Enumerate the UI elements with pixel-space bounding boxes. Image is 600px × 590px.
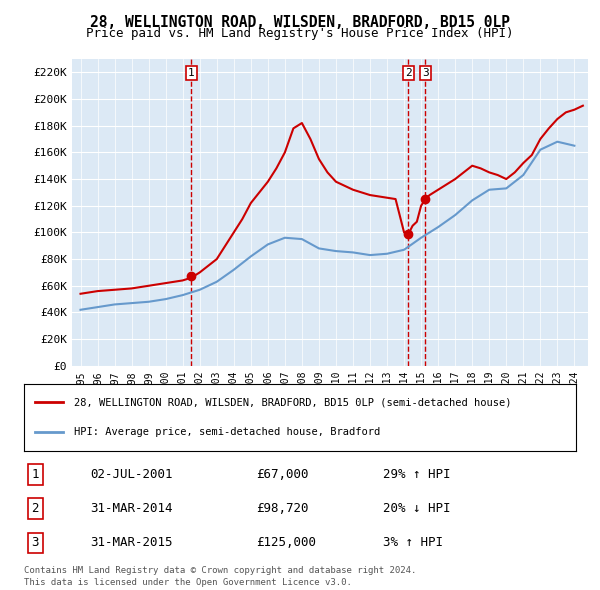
Text: £67,000: £67,000 bbox=[256, 468, 308, 481]
Text: 2: 2 bbox=[405, 68, 412, 78]
Text: 28, WELLINGTON ROAD, WILSDEN, BRADFORD, BD15 0LP (semi-detached house): 28, WELLINGTON ROAD, WILSDEN, BRADFORD, … bbox=[74, 398, 511, 408]
Text: 20% ↓ HPI: 20% ↓ HPI bbox=[383, 502, 450, 515]
Text: This data is licensed under the Open Government Licence v3.0.: This data is licensed under the Open Gov… bbox=[24, 578, 352, 587]
Text: 1: 1 bbox=[188, 68, 194, 78]
Text: 29% ↑ HPI: 29% ↑ HPI bbox=[383, 468, 450, 481]
Text: 28, WELLINGTON ROAD, WILSDEN, BRADFORD, BD15 0LP: 28, WELLINGTON ROAD, WILSDEN, BRADFORD, … bbox=[90, 15, 510, 30]
Text: 31-MAR-2015: 31-MAR-2015 bbox=[90, 536, 173, 549]
Text: £125,000: £125,000 bbox=[256, 536, 316, 549]
Text: Contains HM Land Registry data © Crown copyright and database right 2024.: Contains HM Land Registry data © Crown c… bbox=[24, 566, 416, 575]
Text: £98,720: £98,720 bbox=[256, 502, 308, 515]
Text: HPI: Average price, semi-detached house, Bradford: HPI: Average price, semi-detached house,… bbox=[74, 427, 380, 437]
Text: 31-MAR-2014: 31-MAR-2014 bbox=[90, 502, 173, 515]
Text: 3% ↑ HPI: 3% ↑ HPI bbox=[383, 536, 443, 549]
Text: 3: 3 bbox=[31, 536, 39, 549]
Text: 3: 3 bbox=[422, 68, 429, 78]
Text: 1: 1 bbox=[31, 468, 39, 481]
Text: 02-JUL-2001: 02-JUL-2001 bbox=[90, 468, 173, 481]
Text: Price paid vs. HM Land Registry's House Price Index (HPI): Price paid vs. HM Land Registry's House … bbox=[86, 27, 514, 40]
Text: 2: 2 bbox=[31, 502, 39, 515]
